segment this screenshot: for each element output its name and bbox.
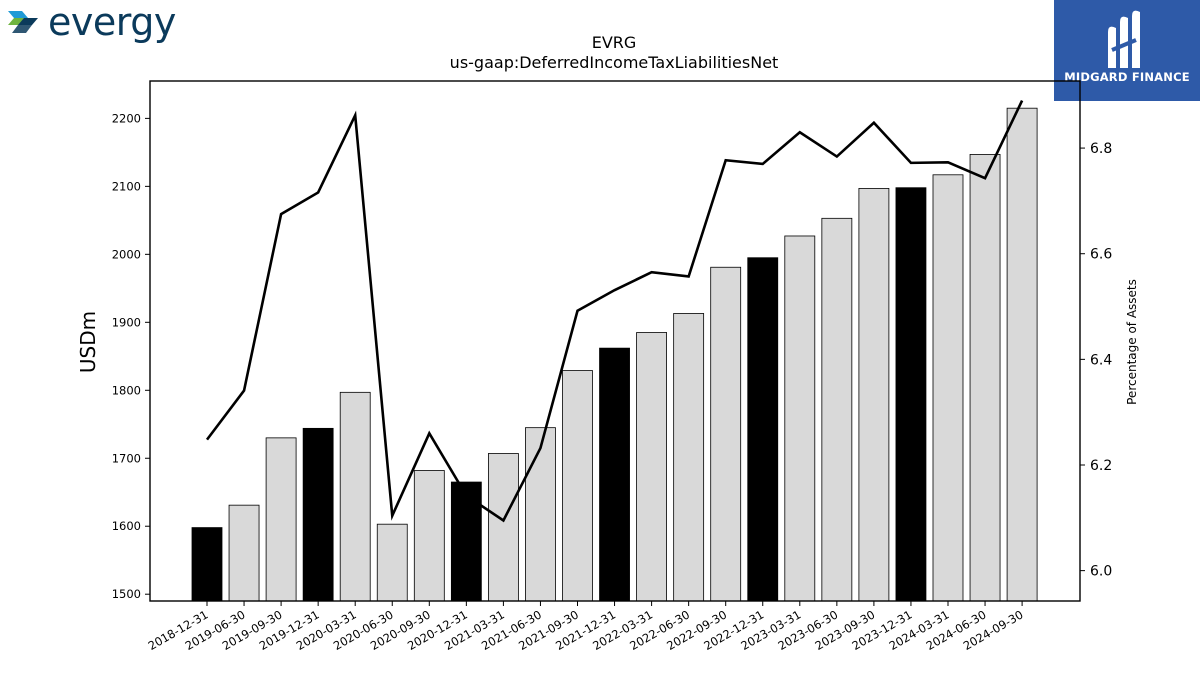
bar-2020-12-31 [450,481,482,602]
bar-2019-06-30 [228,504,260,602]
bar-2023-03-31 [784,235,816,602]
bar-2020-06-30 [376,523,408,602]
evergy-logo-text: evergy [48,0,176,44]
evergy-logo: evergy [6,2,176,42]
y-tick-label: 1900 [112,315,141,329]
y-tick-label: 1700 [112,451,141,465]
bar-2021-12-31 [599,347,630,602]
bar-2024-09-30 [1006,107,1038,602]
bar-2021-06-30 [525,427,556,602]
bar-2021-03-31 [487,453,519,602]
midgard-finance-logo: MIDGARD FINANCE [1054,0,1200,101]
bar-2023-12-31 [895,187,927,602]
y-tick-label: 2000 [112,247,141,261]
y2-tick-label: 6.4 [1090,352,1112,368]
y-tick-label: 1600 [112,519,141,533]
bar-2023-06-30 [821,217,853,602]
bar-2022-06-30 [673,313,705,602]
bar-2018-12-31 [191,527,223,602]
bar-2022-03-31 [636,332,667,602]
midgard-finance-logo-icon [1108,10,1140,69]
chart-subtitle: us-gaap:DeferredIncomeTaxLiabilitiesNet [450,53,779,72]
bar-2020-09-30 [413,470,445,602]
percentage-of-assets-line [205,99,1024,523]
y2-tick-label: 6.2 [1090,458,1112,474]
y-axis-label: USDm [76,311,100,373]
evergy-chevron-logo-icon [8,11,38,33]
y-tick-label: 1800 [112,383,141,397]
chart-title: EVRG [592,33,637,52]
y-tick-label: 2200 [112,111,141,125]
bar-2020-03-31 [339,391,371,602]
bar-2019-12-31 [302,427,334,602]
bar-2023-09-30 [858,187,890,602]
bar-2022-12-31 [747,257,779,602]
y2-tick-label: 6.8 [1090,141,1112,157]
y-tick-label: 1500 [112,587,141,601]
y-tick-label: 2100 [112,179,141,193]
y2-tick-label: 6.6 [1090,247,1112,263]
bar-2024-03-31 [932,174,964,602]
y2-axis-label: Percentage of Assets [1125,279,1139,405]
bar-2022-09-30 [710,266,742,602]
bar-2024-06-30 [969,154,1001,602]
line-series [205,99,1024,523]
bar-2019-09-30 [265,437,297,602]
y2-tick-label: 6.0 [1090,564,1112,580]
midgard-finance-logo-text: MIDGARD FINANCE [1064,70,1190,84]
bar-2021-09-30 [562,370,593,602]
bar-series [191,107,1038,602]
